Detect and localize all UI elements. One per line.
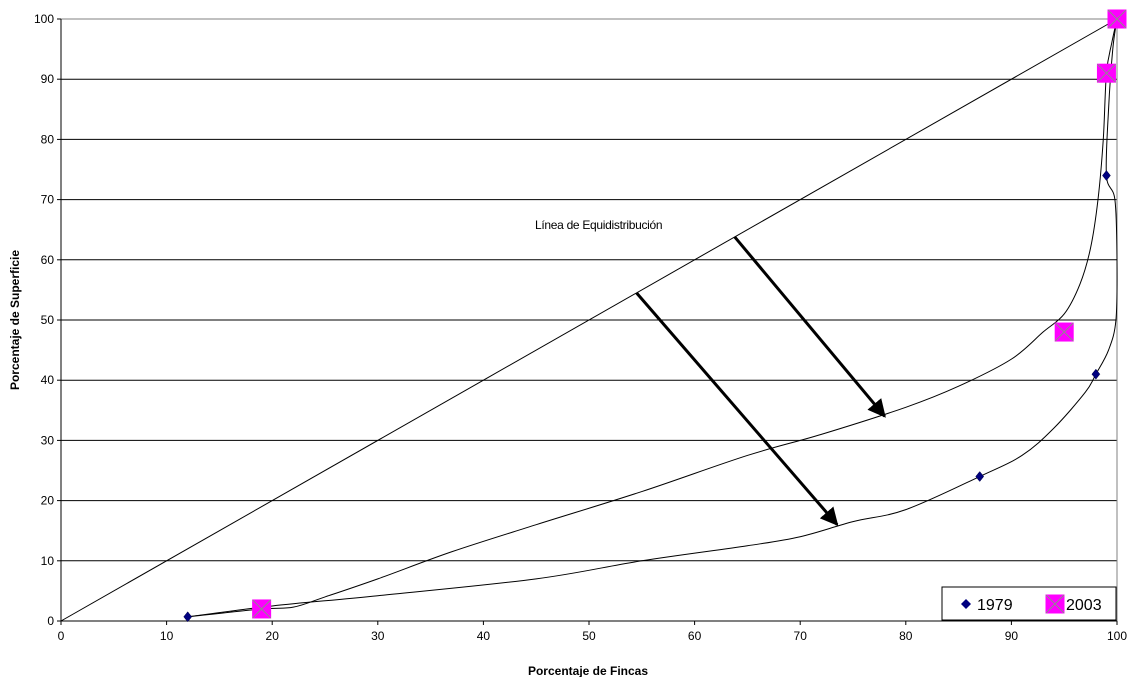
legend-marker-2003 bbox=[1045, 594, 1065, 614]
annotation-label: Línea de Equidistribución bbox=[535, 218, 662, 232]
point-1979 bbox=[1102, 170, 1111, 181]
x-tick-label: 70 bbox=[794, 629, 808, 643]
x-tick-label: 30 bbox=[371, 629, 385, 643]
x-tick-label: 10 bbox=[160, 629, 174, 643]
y-axis: 0 10 20 30 40 50 60 70 80 90 100 bbox=[34, 12, 62, 628]
point-1979 bbox=[183, 611, 193, 623]
legend-marker-1979 bbox=[961, 599, 971, 609]
x-tick-label: 60 bbox=[688, 629, 702, 643]
y-tick-label: 80 bbox=[41, 132, 55, 146]
legend-label-1979: 1979 bbox=[977, 597, 1013, 614]
x-tick-label: 20 bbox=[266, 629, 280, 643]
series-lines bbox=[60, 18, 1118, 622]
legend-label-2003: 2003 bbox=[1066, 597, 1102, 614]
point-2003 bbox=[1054, 322, 1074, 342]
y-tick-label: 10 bbox=[41, 554, 55, 568]
x-tick-label: 90 bbox=[1005, 629, 1019, 643]
point-2003 bbox=[252, 599, 272, 619]
x-tick-label: 50 bbox=[582, 629, 596, 643]
shift-arrow bbox=[733, 235, 886, 418]
x-tick-label: 0 bbox=[58, 629, 65, 643]
shift-arrow bbox=[635, 291, 839, 527]
y-tick-label: 40 bbox=[41, 373, 55, 387]
series-markers bbox=[183, 9, 1127, 623]
series-line-2003 bbox=[187, 18, 1118, 618]
x-tick-label: 80 bbox=[899, 629, 913, 643]
y-axis-title: Porcentaje de Superficie bbox=[8, 250, 22, 390]
y-tick-label: 50 bbox=[41, 313, 55, 327]
x-tick-label: 100 bbox=[1107, 629, 1127, 643]
y-tick-label: 90 bbox=[41, 72, 55, 86]
legend: 1979 2003 bbox=[941, 586, 1117, 621]
y-tick-label: 20 bbox=[41, 494, 55, 508]
y-tick-label: 100 bbox=[34, 12, 54, 26]
y-tick-label: 30 bbox=[41, 433, 55, 447]
point-1979 bbox=[975, 471, 985, 482]
x-axis-title: Porcentaje de Fincas bbox=[528, 664, 648, 677]
y-tick-label: 70 bbox=[41, 193, 55, 207]
series-line-1979 bbox=[187, 18, 1118, 618]
x-tick-label: 40 bbox=[477, 629, 491, 643]
y-tick-label: 0 bbox=[47, 614, 54, 628]
equidistribution-line bbox=[60, 18, 1118, 622]
x-axis: 0 10 20 30 40 50 60 70 80 90 100 bbox=[58, 620, 1127, 643]
legend-box bbox=[941, 586, 1117, 621]
point-2003 bbox=[1107, 9, 1127, 29]
point-2003 bbox=[1096, 63, 1116, 83]
point-1979 bbox=[1091, 368, 1101, 380]
arrows bbox=[635, 235, 886, 527]
y-tick-label: 60 bbox=[41, 253, 55, 267]
